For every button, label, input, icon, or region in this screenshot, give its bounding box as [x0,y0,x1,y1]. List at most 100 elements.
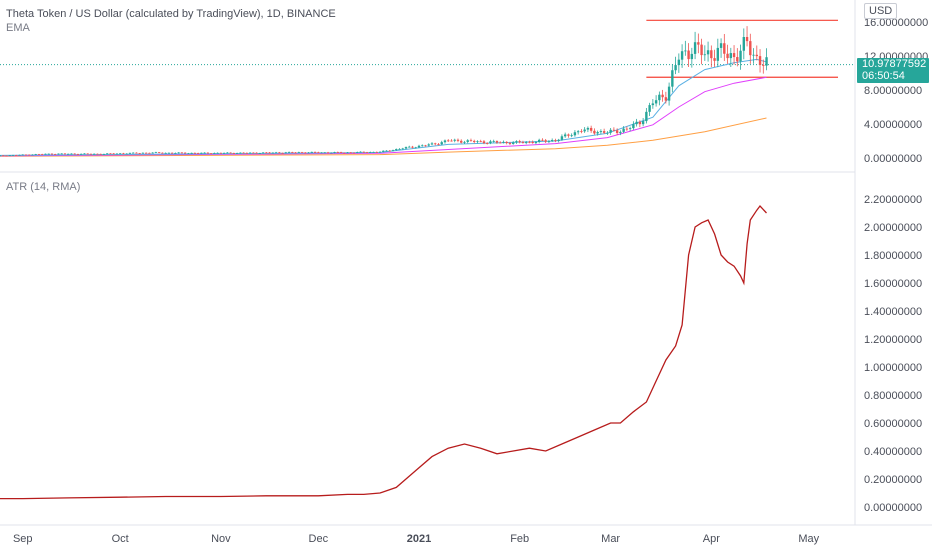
candle-body [395,149,398,151]
candle-body [281,152,284,154]
candle-body [528,141,531,143]
last-price-tag: 10.97877592 06:50:54 [857,58,929,83]
candle-body [154,152,158,154]
candle-body [434,143,437,145]
candle-body [638,121,642,125]
ema-mid-line [0,76,767,157]
candle-body [690,53,694,60]
candle-body [661,94,664,98]
candle-body [505,141,508,144]
candle-body [235,153,239,154]
candle-body [268,152,271,154]
candle-body [473,140,476,142]
candle-body [729,53,733,59]
atr-tick-label: 1.40000000 [864,306,922,318]
candle-body [271,152,275,154]
candle-body [151,152,154,154]
candle-body [654,100,658,104]
candle-body [372,151,375,153]
candle-body [580,131,583,133]
candle-body [612,129,616,131]
candle-body [135,152,138,154]
candle-body [625,128,629,130]
candle-body [677,59,681,66]
candle-body [291,152,294,153]
candle-body [115,153,119,155]
atr-tick-label: 1.80000000 [864,250,922,262]
candle-body [346,152,349,154]
candle-body [622,128,625,132]
candle-body [388,150,391,152]
candle-body [63,153,67,155]
candle-body [352,152,356,154]
atr-tick-label: 1.60000000 [864,278,922,290]
candle-body [118,153,122,155]
candle-body [531,141,534,144]
candle-body [177,152,180,154]
candle-body [641,121,645,125]
candle-body [102,153,106,155]
ema-legend: EMA [6,22,30,34]
candle-body [336,152,339,153]
atr-tick-label: 2.20000000 [864,194,922,206]
candle-body [300,152,304,154]
candle-body [333,152,336,153]
candle-body [619,131,622,133]
candle-body [226,152,229,154]
candle-body [274,152,278,154]
candle-body [54,154,57,155]
atr-line [0,204,767,500]
time-tick-label: Oct [112,533,129,545]
candle-body [749,41,752,56]
candle-body [41,154,44,155]
candle-body [57,153,60,155]
candle-body [174,152,177,154]
candle-body [170,152,174,154]
candle-body [304,152,307,154]
candle-body [664,97,668,101]
candle-body [339,152,343,153]
candle-body [92,153,96,155]
candle-body [24,154,28,156]
candle-body [401,148,404,150]
atr-tick-label: 0.40000000 [864,446,922,458]
price-tick-label: 8.00000000 [864,85,922,97]
candle-body [320,152,323,154]
candle-body [31,154,34,156]
candle-body [456,139,460,141]
candle-body [560,136,564,140]
candle-body [18,154,21,156]
candle-body [739,50,742,62]
ema-fast-line [0,58,767,156]
candle-body [313,151,317,153]
candle-body [5,155,8,157]
candle-body [99,153,102,155]
candle-body [398,148,401,150]
price-tick-label: 4.00000000 [864,119,922,131]
candle-body [755,54,758,57]
candle-body [583,129,586,132]
candle-body [307,152,310,154]
candle-body [550,140,554,142]
candle-body [232,153,236,154]
candle-body [437,144,440,145]
candle-body [258,153,262,154]
candle-body [424,145,427,147]
candle-body [628,128,632,129]
candle-body [648,105,651,112]
currency-button[interactable]: USD [864,3,898,19]
candle-body [479,141,482,143]
candle-body [157,152,161,154]
candle-body [576,131,580,133]
candle-body [716,47,720,61]
candle-body [732,53,736,58]
price-tick-label: 0.00000000 [864,153,922,165]
candle-body [2,155,5,157]
candle-body [502,141,505,143]
candle-body [658,94,661,101]
candle-body [450,140,453,142]
candle-body [70,153,73,155]
last-price-value: 10.97877592 [862,58,927,70]
candle-body [196,153,200,154]
